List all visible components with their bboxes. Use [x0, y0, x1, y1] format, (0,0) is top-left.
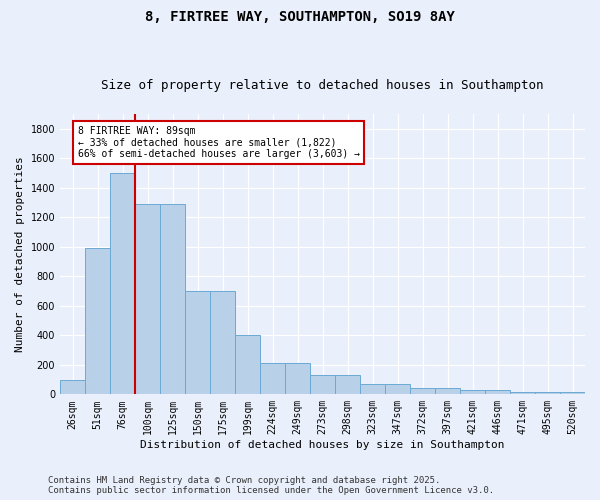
Text: Contains HM Land Registry data © Crown copyright and database right 2025.
Contai: Contains HM Land Registry data © Crown c…: [48, 476, 494, 495]
Bar: [435, 388, 460, 394]
Bar: [60, 380, 85, 394]
Bar: [235, 336, 260, 394]
Bar: [385, 384, 410, 394]
Bar: [535, 392, 560, 394]
Bar: [335, 375, 360, 394]
Text: 8, FIRTREE WAY, SOUTHAMPTON, SO19 8AY: 8, FIRTREE WAY, SOUTHAMPTON, SO19 8AY: [145, 10, 455, 24]
Bar: [260, 364, 285, 394]
Bar: [510, 392, 535, 394]
Bar: [160, 204, 185, 394]
Bar: [485, 390, 510, 394]
Bar: [85, 248, 110, 394]
Bar: [135, 204, 160, 394]
Bar: [460, 390, 485, 394]
Bar: [110, 173, 135, 394]
Bar: [185, 291, 210, 395]
Bar: [560, 392, 585, 394]
Bar: [210, 291, 235, 395]
Bar: [410, 388, 435, 394]
Bar: [310, 375, 335, 394]
Title: Size of property relative to detached houses in Southampton: Size of property relative to detached ho…: [101, 79, 544, 92]
Bar: [360, 384, 385, 394]
Text: 8 FIRTREE WAY: 89sqm
← 33% of detached houses are smaller (1,822)
66% of semi-de: 8 FIRTREE WAY: 89sqm ← 33% of detached h…: [77, 126, 359, 159]
Y-axis label: Number of detached properties: Number of detached properties: [15, 156, 25, 352]
X-axis label: Distribution of detached houses by size in Southampton: Distribution of detached houses by size …: [140, 440, 505, 450]
Bar: [285, 364, 310, 394]
